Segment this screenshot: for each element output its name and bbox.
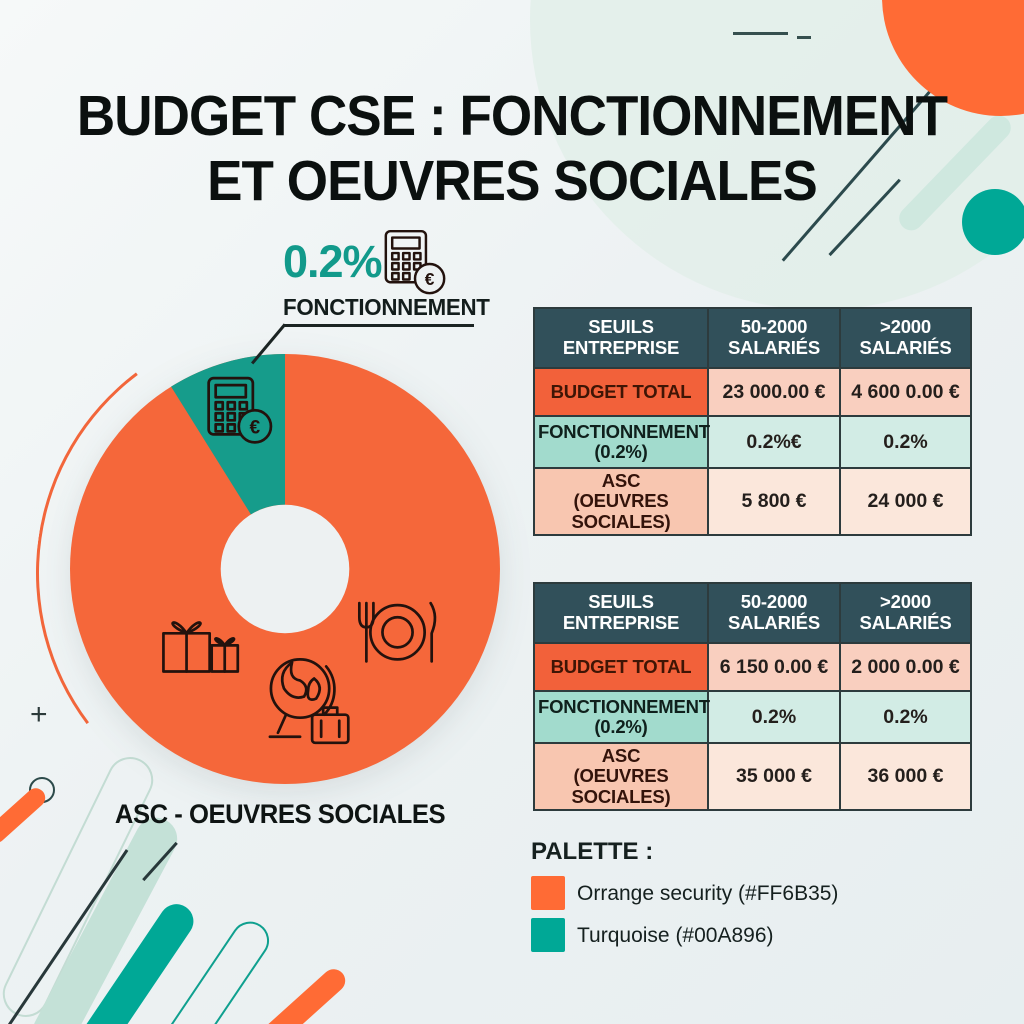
- value-cell: 2 000 0.00 €: [839, 642, 972, 692]
- plus-mark: +: [30, 698, 48, 731]
- table-row: ASC (OEUVRES SOCIALES) 35 000 € 36 000 €: [533, 741, 972, 812]
- value-cell: 24 000 €: [839, 466, 972, 537]
- gift-boxes-icon: [162, 621, 240, 673]
- calculator-euro-icon: €: [384, 229, 446, 295]
- budget-table-2: SEUILS ENTREPRISE 50-2000 SALARIÉS >2000…: [533, 582, 972, 812]
- value-cell: 35 000 €: [707, 741, 841, 812]
- donut-percent-label: 0.2%: [283, 236, 383, 287]
- palette-swatch-turquoise: [531, 918, 565, 952]
- donut-chart: €: [70, 354, 500, 784]
- restaurant-plate-icon: [357, 601, 437, 663]
- page-title-line2: ET OEUVRES SOCIALES: [207, 148, 818, 213]
- value-cell: 0.2%: [839, 690, 972, 744]
- donut-hole: [220, 504, 350, 634]
- row-label-cell: ASC (OEUVRES SOCIALES): [533, 466, 709, 537]
- row-label-cell: FONCTIONNEMENT (0.2%): [533, 690, 710, 744]
- table-row: FONCTIONNEMENT (0.2%) 0.2%€ 0.2%: [533, 415, 972, 469]
- table-header-cell: SEUILS ENTREPRISE: [533, 307, 709, 369]
- euro-glyph: €: [425, 269, 435, 289]
- decor-dash: [733, 32, 788, 35]
- globe-travel-icon: [268, 658, 350, 745]
- table-header-row: SEUILS ENTREPRISE 50-2000 SALARIÉS >2000…: [533, 582, 972, 644]
- euro-coin-icon: [237, 408, 273, 444]
- budget-table-1: SEUILS ENTREPRISE 50-2000 SALARIÉS >2000…: [533, 307, 972, 537]
- value-cell: 23 000.00 €: [707, 367, 841, 417]
- row-label-cell: FONCTIONNEMENT (0.2%): [533, 415, 710, 469]
- palette-swatch-orange: [531, 876, 565, 910]
- palette-heading: PALETTE :: [531, 838, 654, 865]
- value-cell: 0.2%€: [707, 415, 841, 469]
- donut-bottom-label: ASC - OEUVRES SOCIALES: [114, 799, 446, 829]
- euro-coin-icon: [413, 262, 446, 295]
- table-header-cell: SEUILS ENTREPRISE: [533, 582, 709, 644]
- page-title: BUDGET CSE : FONCTIONNEMENT ET OEUVRES S…: [36, 84, 988, 213]
- value-cell: 0.2%: [707, 690, 841, 744]
- euro-glyph: €: [250, 417, 261, 438]
- value-cell: 4 600 0.00 €: [839, 367, 972, 417]
- table-row: FONCTIONNEMENT (0.2%) 0.2% 0.2%: [533, 690, 972, 744]
- decor-teal-circle: [962, 189, 1024, 255]
- value-cell: 36 000 €: [839, 741, 972, 812]
- value-cell: 6 150 0.00 €: [707, 642, 841, 692]
- decor-orange-bar: [0, 784, 50, 847]
- table-header-cell: >2000 SALARIÉS: [839, 582, 972, 644]
- value-cell: 0.2%: [839, 415, 972, 469]
- page-title-line1: BUDGET CSE : FONCTIONNEMENT: [76, 84, 948, 149]
- table-row: BUDGET TOTAL 6 150 0.00 € 2 000 0.00 €: [533, 642, 972, 692]
- row-label-cell: BUDGET TOTAL: [533, 642, 709, 692]
- caption-underline: [284, 324, 474, 327]
- value-cell: 5 800 €: [707, 466, 841, 537]
- table-row: BUDGET TOTAL 23 000.00 € 4 600 0.00 €: [533, 367, 972, 417]
- table-header-cell: >2000 SALARIÉS: [839, 307, 972, 369]
- palette-label-orange: Orrange security (#FF6B35): [577, 882, 839, 905]
- row-label-cell: ASC (OEUVRES SOCIALES): [533, 741, 709, 812]
- donut-segment-caption: FONCTIONNEMENT: [283, 294, 490, 320]
- table-header-cell: 50-2000 SALARIÉS: [707, 307, 841, 369]
- decor-orange-bar: [249, 964, 350, 1024]
- row-label-cell: BUDGET TOTAL: [533, 367, 709, 417]
- table-row: ASC (OEUVRES SOCIALES) 5 800 € 24 000 €: [533, 466, 972, 537]
- palette-label-turquoise: Turquoise (#00A896): [577, 924, 774, 947]
- calculator-euro-icon: €: [207, 376, 273, 444]
- table-header-row: SEUILS ENTREPRISE 50-2000 SALARIÉS >2000…: [533, 307, 972, 369]
- decor-dash: [797, 36, 811, 39]
- table-header-cell: 50-2000 SALARIÉS: [707, 582, 841, 644]
